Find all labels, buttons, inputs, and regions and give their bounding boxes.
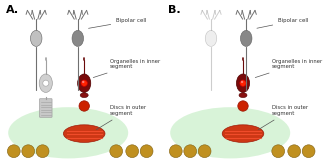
Ellipse shape — [239, 93, 247, 98]
Circle shape — [126, 145, 139, 158]
Ellipse shape — [241, 81, 243, 83]
Ellipse shape — [205, 30, 217, 46]
Circle shape — [198, 145, 211, 158]
Ellipse shape — [237, 74, 249, 92]
Ellipse shape — [240, 30, 252, 46]
Circle shape — [272, 145, 284, 158]
Ellipse shape — [64, 125, 105, 142]
Circle shape — [184, 145, 197, 158]
Circle shape — [22, 145, 35, 158]
Ellipse shape — [78, 74, 91, 92]
Ellipse shape — [80, 93, 88, 98]
Text: Discs in outer
segment: Discs in outer segment — [258, 105, 308, 130]
Ellipse shape — [8, 107, 128, 158]
Circle shape — [7, 145, 20, 158]
Ellipse shape — [30, 30, 42, 46]
Text: Organelles in inner
segment: Organelles in inner segment — [255, 59, 322, 78]
Ellipse shape — [79, 101, 89, 111]
Ellipse shape — [238, 101, 248, 111]
Circle shape — [288, 145, 301, 158]
Ellipse shape — [82, 81, 85, 83]
Ellipse shape — [39, 74, 52, 92]
Ellipse shape — [43, 80, 49, 86]
Circle shape — [36, 145, 49, 158]
FancyBboxPatch shape — [40, 99, 52, 117]
Circle shape — [110, 145, 122, 158]
Text: Bipolar cell: Bipolar cell — [88, 18, 146, 28]
Text: A.: A. — [6, 5, 19, 15]
Text: Bipolar cell: Bipolar cell — [257, 18, 308, 28]
Circle shape — [169, 145, 182, 158]
Ellipse shape — [170, 107, 290, 158]
Ellipse shape — [240, 80, 246, 86]
Circle shape — [302, 145, 315, 158]
Ellipse shape — [72, 30, 84, 46]
Text: B.: B. — [168, 5, 180, 15]
Text: Organelles in inner
segment: Organelles in inner segment — [93, 59, 160, 78]
Text: Discs in outer
segment: Discs in outer segment — [96, 105, 146, 130]
Ellipse shape — [81, 80, 87, 86]
Circle shape — [140, 145, 153, 158]
Ellipse shape — [222, 125, 264, 142]
